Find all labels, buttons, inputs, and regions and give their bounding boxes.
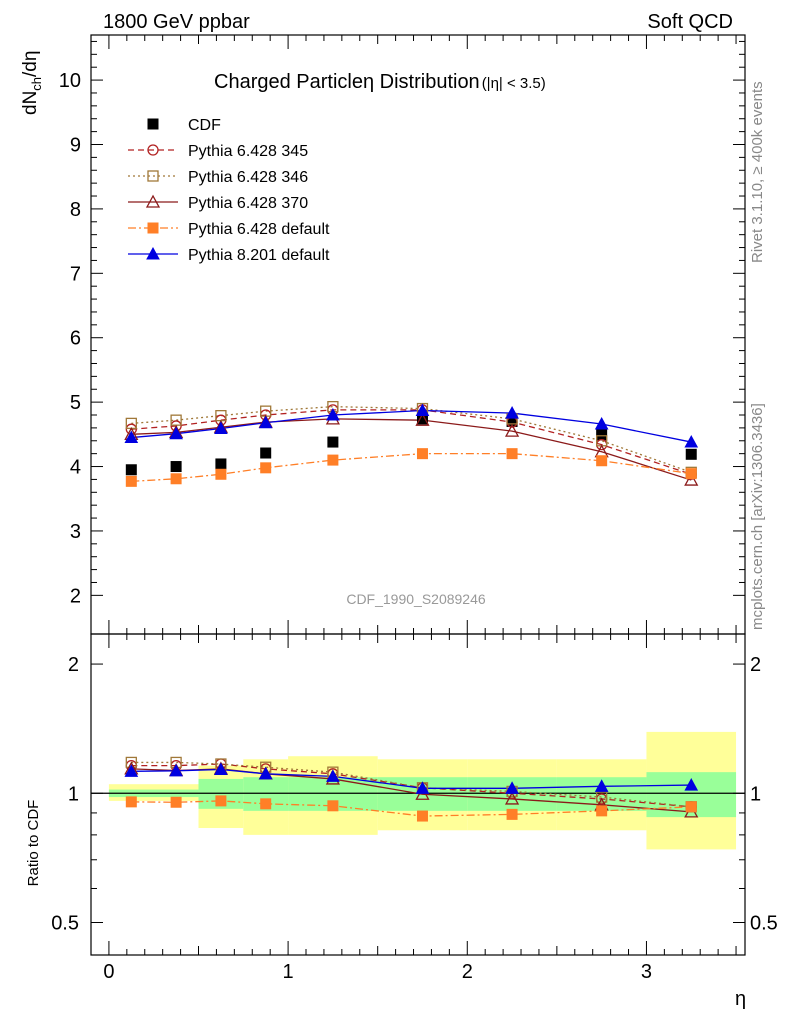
ratio-point-s3-1	[170, 796, 182, 808]
ratio-point-s1-7	[596, 791, 608, 803]
ratio-point-s4-2	[214, 762, 228, 776]
legend-label-1: Pythia 6.428 345	[188, 143, 308, 160]
ratio-ytick-label-right: 0.5	[750, 912, 778, 934]
main-point-s5-5	[415, 403, 430, 417]
main-point-s5-2	[214, 421, 228, 435]
main-point-s4-7	[596, 455, 608, 467]
legend-label-3: Pythia 6.428 370	[188, 195, 308, 212]
main-point-s3-8	[684, 472, 699, 486]
ratio-ytick-label-right: 1	[750, 783, 761, 805]
main-point-s0-2	[215, 458, 227, 470]
legend-marker-4	[147, 222, 159, 234]
main-ytick-label: 3	[70, 521, 81, 543]
legend-marker-5	[146, 246, 160, 260]
xtick-label: 2	[462, 961, 473, 983]
ratio-panel: 0.5 0.5 1 1 2 2 0 1 2 3	[51, 633, 778, 983]
ratio-point-s3-7	[596, 805, 608, 817]
main-ytick-label: 5	[70, 392, 81, 414]
main-panel: 2 3 4 5 6 7 8 9 10	[59, 34, 746, 635]
ratio-series-line-3	[131, 800, 692, 817]
ratio-point-s3-8	[685, 801, 697, 813]
x-axis-label: η	[735, 988, 746, 1010]
main-point-s5-1	[169, 426, 183, 440]
ratio-point-s4-1	[169, 763, 183, 777]
main-point-s5-0	[124, 430, 139, 444]
xtick-label: 1	[283, 961, 294, 983]
chart-title: Charged Particleη Distribution (|η| < 3.5…	[214, 71, 546, 93]
main-point-s0-1	[170, 461, 182, 473]
ratio-y-axis-label: Ratio to CDF	[25, 800, 42, 887]
main-point-s4-1	[170, 473, 182, 485]
legend-marker-0	[147, 118, 159, 130]
legend-label-4: Pythia 6.428 default	[188, 221, 330, 238]
ratio-point-s4-6	[505, 781, 519, 794]
ratio-point-s4-3	[258, 766, 273, 780]
main-point-s3-6	[504, 423, 520, 437]
main-y-axis-label: dNch/dη	[20, 51, 44, 115]
legend-label-2: Pythia 6.428 346	[188, 169, 308, 186]
main-point-s4-0	[125, 475, 137, 487]
main-point-s0-0	[125, 464, 137, 476]
ratio-point-s4-0	[124, 764, 139, 777]
chart-title-suffix: (|η| < 3.5)	[482, 75, 546, 92]
main-point-s4-6	[506, 448, 518, 460]
main-point-s5-7	[594, 416, 609, 430]
legend-marker-2	[147, 170, 159, 182]
main-ytick-label: 2	[70, 585, 81, 607]
mcplots-label: mcplots.cern.ch [arXiv:1306.3436]	[749, 403, 766, 630]
main-point-s5-6	[505, 406, 519, 419]
main-point-s0-3	[260, 447, 272, 459]
main-point-s0-7	[596, 429, 608, 441]
main-point-s5-3	[258, 415, 273, 429]
ratio-point-s2-6	[504, 791, 520, 805]
main-point-s4-8	[685, 468, 697, 480]
ratio-ytick-label-left: 0.5	[51, 912, 79, 934]
legend-marker-3	[145, 194, 161, 208]
main-point-s3-5	[415, 412, 430, 426]
ratio-point-s3-5	[416, 810, 428, 822]
chart-title-main: Charged Particleη Distribution	[214, 71, 480, 93]
xtick-label: 0	[103, 961, 114, 983]
ratio-ytick-label-left: 2	[68, 654, 79, 676]
main-point-s0-4	[327, 436, 339, 448]
ratio-point-s3-6	[506, 808, 518, 820]
main-series-line-4	[131, 453, 692, 483]
ratio-point-s3-4	[327, 800, 339, 812]
ratio-ytick-label-left: 1	[68, 783, 79, 805]
main-point-s4-5	[416, 448, 428, 460]
ratio-ytick-label-right: 2	[750, 654, 761, 676]
ratio-point-s3-0	[125, 796, 137, 808]
xtick-label: 3	[641, 961, 652, 983]
ratio-point-s4-5	[415, 781, 430, 794]
ratio-frame	[90, 633, 746, 956]
header-right: Soft QCD	[647, 11, 733, 33]
rivet-label: Rivet 3.1.10, ≥ 400k events	[749, 81, 766, 263]
analysis-watermark: CDF_1990_S2089246	[346, 591, 486, 607]
ratio-point-s4-8	[684, 778, 699, 791]
main-ytick-label: 4	[70, 457, 81, 479]
main-ytick-label: 9	[70, 134, 81, 156]
legend-marker-1	[147, 144, 159, 156]
main-ytick-label: 8	[70, 199, 81, 221]
main-ytick-label: 7	[70, 263, 81, 285]
main-point-s4-3	[260, 462, 272, 474]
ratio-point-s3-2	[215, 795, 227, 807]
ratio-point-s3-3	[260, 798, 272, 810]
main-ytick-label: 6	[70, 328, 81, 350]
legend-label-5: Pythia 8.201 default	[188, 247, 330, 264]
legend: CDF Pythia 6.428 345 Pythia 6.428 346 Pythi…	[128, 117, 330, 264]
ratio-point-s4-4	[326, 769, 340, 782]
main-ytick-label: 10	[59, 70, 81, 92]
header-left: 1800 GeV ppbar	[103, 11, 250, 33]
main-point-s5-4	[326, 407, 340, 421]
main-point-s4-4	[327, 454, 339, 466]
main-point-s5-8	[684, 435, 699, 448]
main-point-s4-2	[215, 468, 227, 480]
main-point-s0-8	[685, 448, 697, 460]
ratio-point-s4-7	[594, 779, 609, 792]
legend-label-0: CDF	[188, 117, 221, 134]
